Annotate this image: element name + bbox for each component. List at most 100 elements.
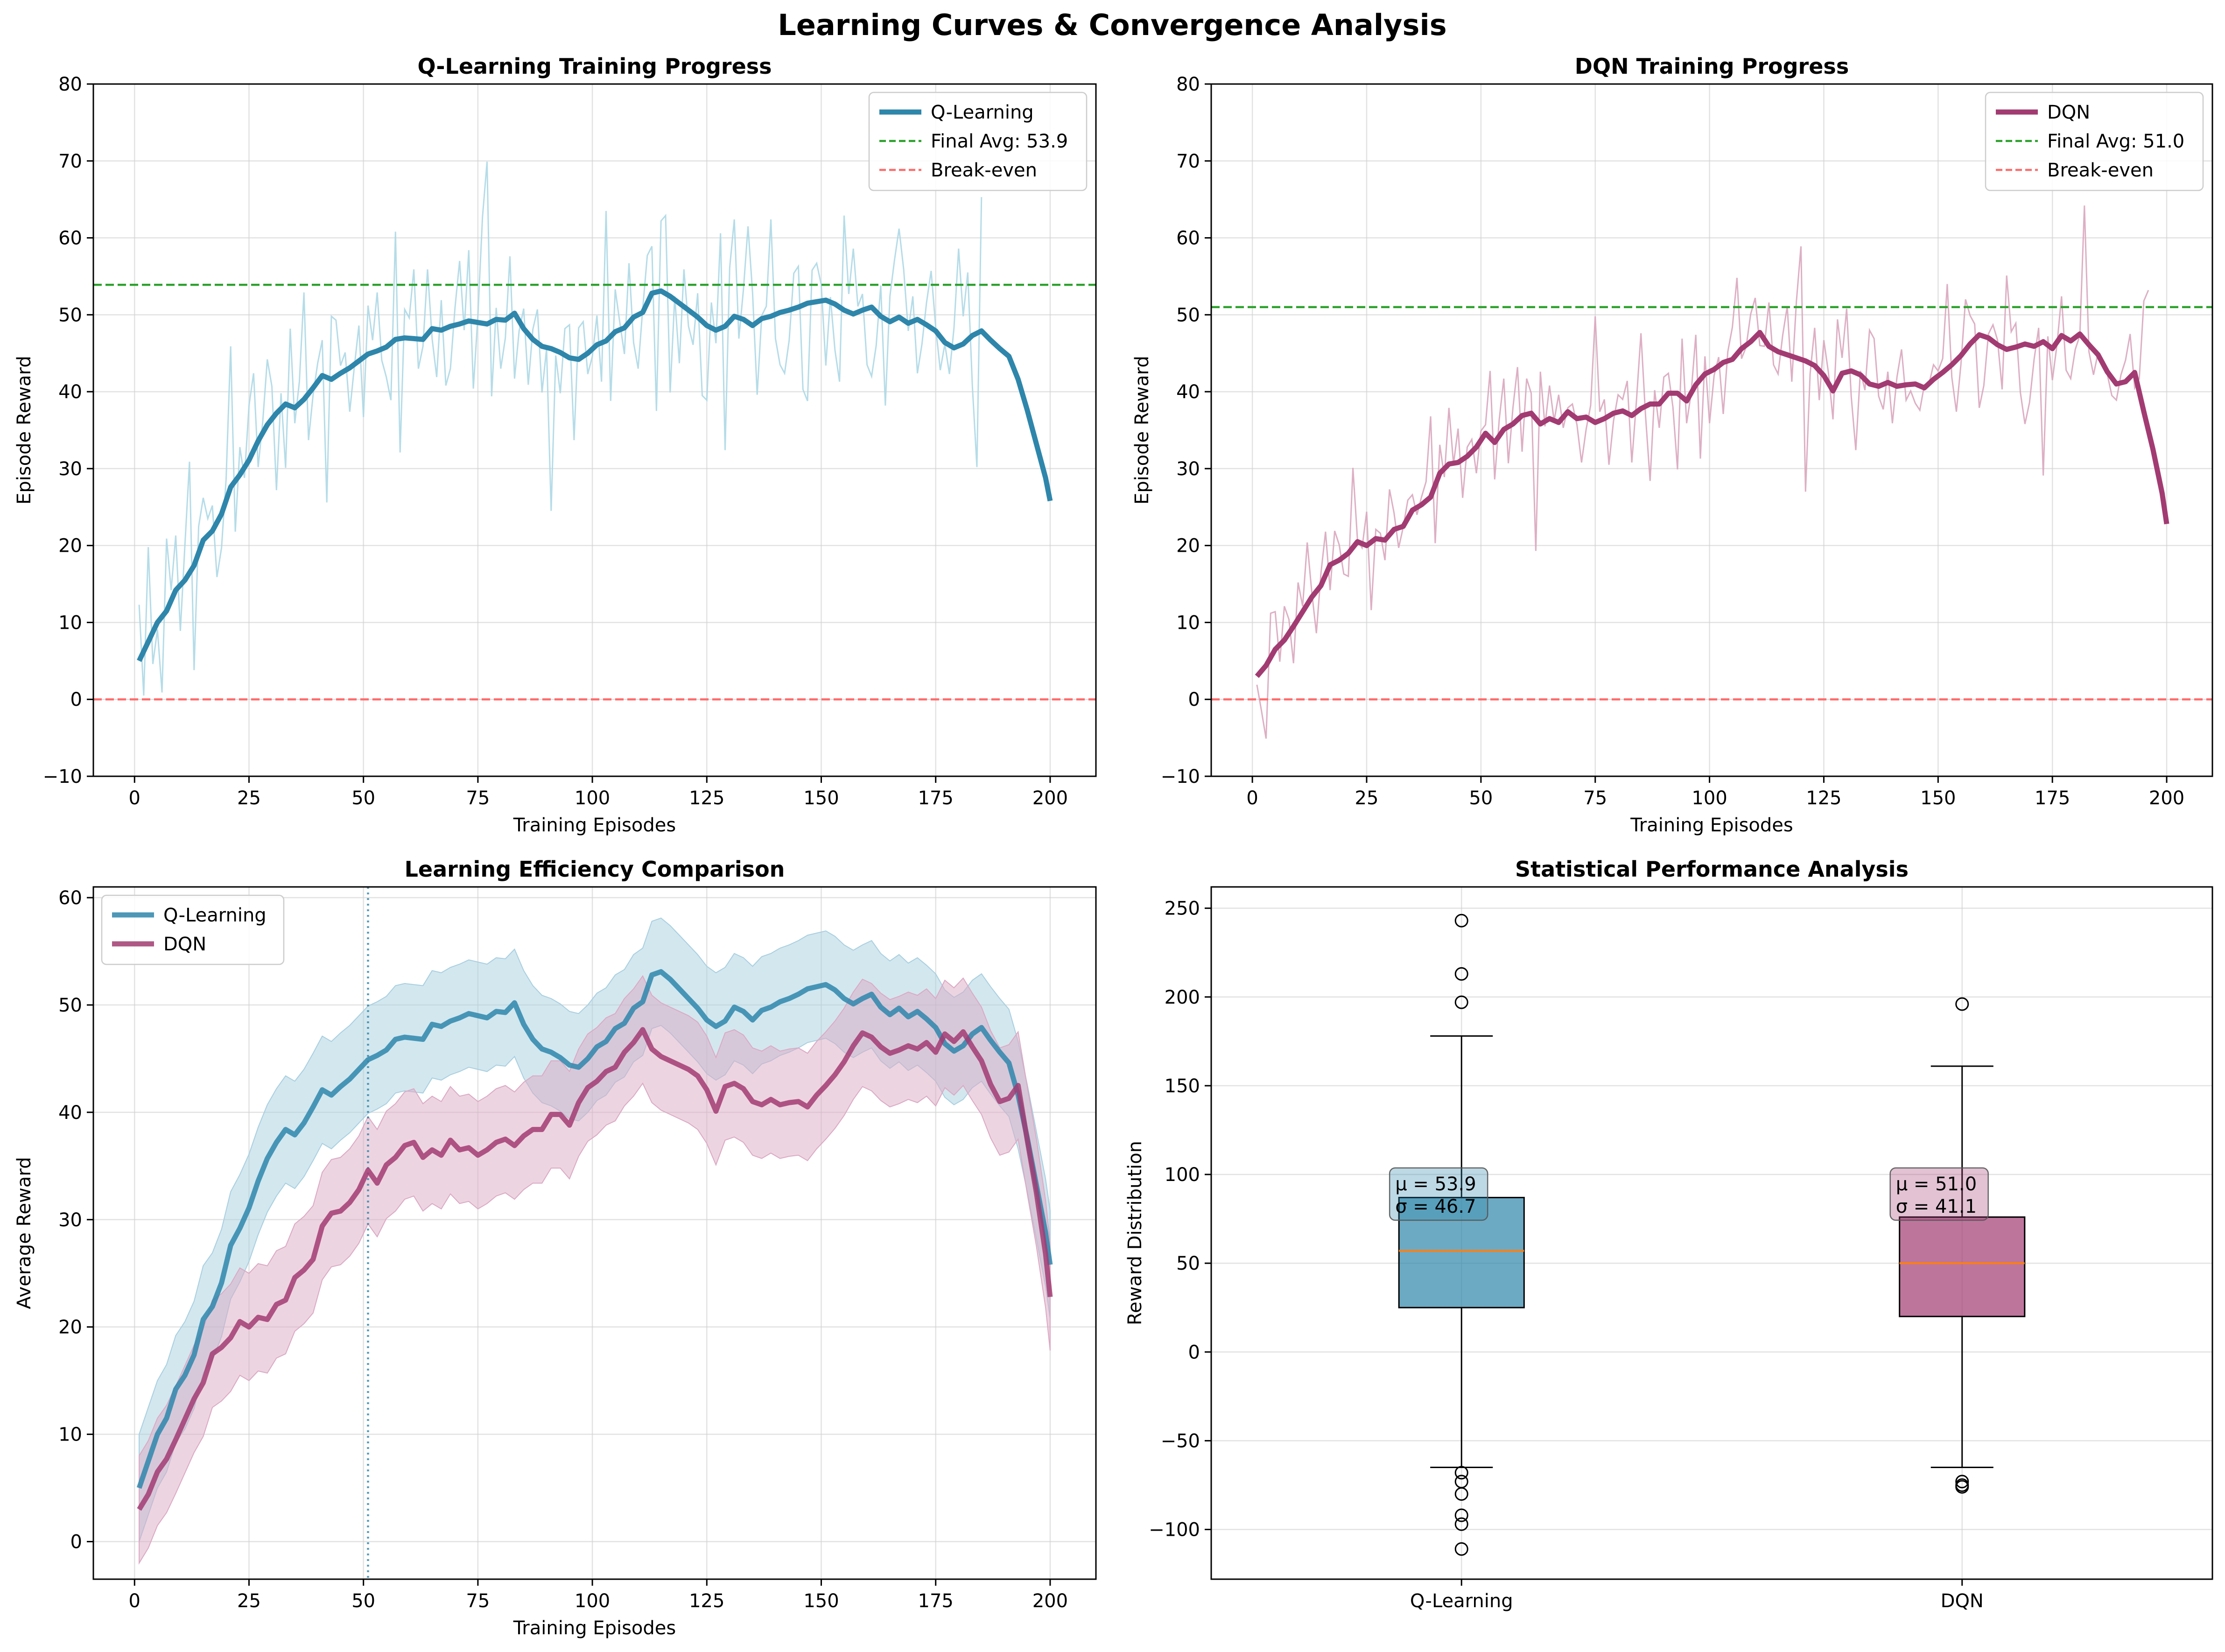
dqn-ytick-label: 60	[1176, 228, 1200, 249]
eff-legend-label: Q-Learning	[163, 905, 267, 926]
box-title: Statistical Performance Analysis	[1515, 857, 1909, 882]
eff-xtick-label: 150	[803, 1590, 839, 1612]
box-stats-mu-0: μ = 53.9	[1395, 1174, 1476, 1195]
q-ytick-label: 50	[58, 304, 82, 326]
eff-ytick-label: 10	[58, 1424, 82, 1446]
dqn-xtick-label: 200	[2149, 787, 2184, 809]
q-xtick-label: 200	[1032, 787, 1068, 809]
box-ytick-label: 100	[1165, 1164, 1200, 1186]
box-stats-mu-1: μ = 51.0	[1896, 1174, 1977, 1195]
q-ytick-label: 20	[58, 535, 82, 557]
box-ytick-label: 0	[1188, 1342, 1200, 1363]
dqn-raw-reward-line	[1256, 205, 2149, 739]
figure-suptitle: Learning Curves & Convergence Analysis	[778, 8, 1446, 42]
q-ytick-label: 60	[58, 228, 82, 249]
q-ytick-label: 10	[58, 612, 82, 633]
box-axes-frame	[1210, 886, 2213, 1580]
q-legend-label: Q-Learning	[931, 102, 1034, 123]
eff-band-1	[139, 975, 1051, 1565]
q-raw-reward-line	[138, 162, 983, 696]
box-ytick-label: −50	[1161, 1430, 1200, 1452]
box-iqr-0	[1398, 1196, 1525, 1308]
box-outlier	[1454, 995, 1468, 1009]
dqn-ytick-label: 0	[1188, 689, 1200, 710]
box-category-label: Q-Learning	[1410, 1590, 1513, 1612]
dqn-moving-avg-line	[1255, 330, 2169, 678]
box-iqr-1	[1899, 1216, 2026, 1317]
eff-xtick-label: 50	[351, 1590, 375, 1612]
q-ytick-label: 70	[58, 151, 82, 172]
dqn-title: DQN Training Progress	[1575, 54, 1849, 79]
box-ytick-label: 50	[1176, 1253, 1200, 1274]
q-xtick-label: 0	[129, 787, 140, 809]
dqn-ytick-label: 40	[1176, 381, 1200, 403]
dqn-legend-label: DQN	[2047, 102, 2090, 123]
box-category-label: DQN	[1941, 1590, 1984, 1612]
dqn-xtick-label: 125	[1806, 787, 1841, 809]
q-axes-frame	[92, 83, 1097, 777]
dqn-xlabel: Training Episodes	[1630, 815, 1793, 836]
q-ylabel: Episode Reward	[14, 356, 35, 505]
dqn-legend	[1985, 91, 2204, 191]
box-stats-sigma-0: σ = 46.7	[1395, 1196, 1476, 1217]
box-outlier	[1454, 1466, 1468, 1480]
q-xtick-label: 100	[575, 787, 610, 809]
q-xlabel: Training Episodes	[513, 815, 676, 836]
dqn-xtick-label: 100	[1692, 787, 1727, 809]
eff-xtick-label: 200	[1032, 1590, 1068, 1612]
q-xtick-label: 75	[466, 787, 490, 809]
q-xtick-label: 50	[351, 787, 375, 809]
box-stats-sigma-1: σ = 41.1	[1896, 1196, 1977, 1217]
eff-series-line-0	[136, 969, 1053, 1489]
dqn-ytick-label: 80	[1176, 74, 1200, 95]
box-ylabel: Reward Distribution	[1124, 1141, 1146, 1325]
dqn-xtick-label: 150	[1920, 787, 1956, 809]
q-xtick-label: 175	[918, 787, 954, 809]
eff-ytick-label: 50	[58, 995, 82, 1016]
box-ytick-label: 250	[1165, 898, 1200, 920]
q-xtick-label: 25	[237, 787, 261, 809]
q-learning-panel: 0 25 50 75 100 125 150 175 200 −10 0 10 20 30 40 50 60 70…	[14, 54, 1097, 836]
box-outlier	[1454, 1517, 1468, 1531]
eff-xtick-label: 0	[129, 1590, 140, 1612]
dqn-ytick-label: 30	[1176, 458, 1200, 480]
dqn-xtick-label: 50	[1469, 787, 1493, 809]
eff-ytick-label: 60	[58, 887, 82, 909]
eff-xtick-label: 175	[918, 1590, 954, 1612]
box-stats-bg-0	[1389, 1167, 1488, 1221]
dqn-xtick-label: 0	[1246, 787, 1258, 809]
box-stats-bg-1	[1889, 1167, 1989, 1221]
eff-title: Learning Efficiency Comparison	[405, 857, 785, 882]
q-legend	[868, 91, 1088, 191]
q-ytick-label: −10	[43, 766, 82, 787]
box-ytick-label: 200	[1165, 987, 1200, 1008]
box-outlier	[1454, 967, 1468, 981]
box-outlier	[1955, 997, 1969, 1011]
dqn-ylabel: Episode Reward	[1131, 356, 1153, 505]
dqn-legend-label: Final Avg: 51.0	[2047, 131, 2184, 152]
dqn-xtick-label: 175	[2035, 787, 2070, 809]
box-outlier	[1454, 1542, 1468, 1556]
dqn-xtick-label: 25	[1355, 787, 1379, 809]
q-title: Q-Learning Training Progress	[417, 54, 772, 79]
dqn-ytick-label: 70	[1176, 151, 1200, 172]
eff-ytick-label: 40	[58, 1102, 82, 1124]
eff-ylabel: Average Reward	[14, 1157, 35, 1309]
eff-xtick-label: 25	[237, 1590, 261, 1612]
q-legend-label: Final Avg: 53.9	[931, 131, 1068, 152]
eff-ytick-label: 0	[70, 1532, 82, 1553]
q-ytick-label: 0	[70, 689, 82, 710]
dqn-ytick-label: −10	[1161, 766, 1200, 787]
eff-xtick-label: 125	[689, 1590, 724, 1612]
q-xtick-label: 150	[803, 787, 839, 809]
box-ytick-label: 150	[1165, 1076, 1200, 1097]
dqn-ytick-label: 20	[1176, 535, 1200, 557]
dqn-ytick-label: 10	[1176, 612, 1200, 633]
q-ytick-label: 30	[58, 458, 82, 480]
box-ytick-label: −100	[1149, 1519, 1200, 1541]
q-ytick-label: 80	[58, 74, 82, 95]
q-moving-avg-line	[137, 288, 1053, 662]
boxplot-panel: μ = 53.9σ = 46.7 μ = 51.0σ = 41.1 −100 −50 0…	[1124, 857, 2213, 1612]
box-outlier	[1955, 1475, 1969, 1489]
dqn-xtick-label: 75	[1583, 787, 1607, 809]
